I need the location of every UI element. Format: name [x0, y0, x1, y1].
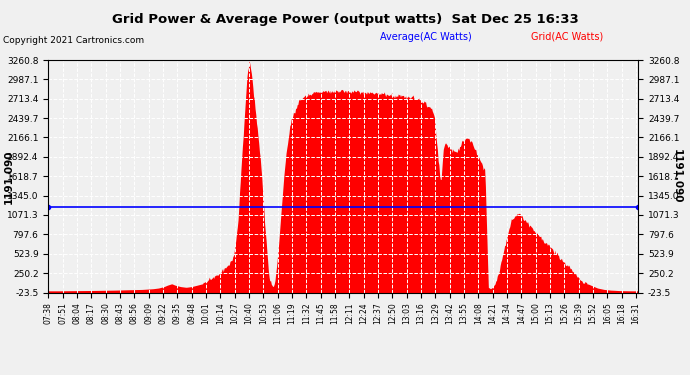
- Text: Average(AC Watts): Average(AC Watts): [380, 32, 471, 42]
- Text: Grid Power & Average Power (output watts)  Sat Dec 25 16:33: Grid Power & Average Power (output watts…: [112, 13, 578, 26]
- Text: 1191.090: 1191.090: [3, 149, 13, 204]
- Text: 1191.090: 1191.090: [672, 149, 682, 204]
- Text: Copyright 2021 Cartronics.com: Copyright 2021 Cartronics.com: [3, 36, 145, 45]
- Text: Grid(AC Watts): Grid(AC Watts): [531, 32, 604, 42]
